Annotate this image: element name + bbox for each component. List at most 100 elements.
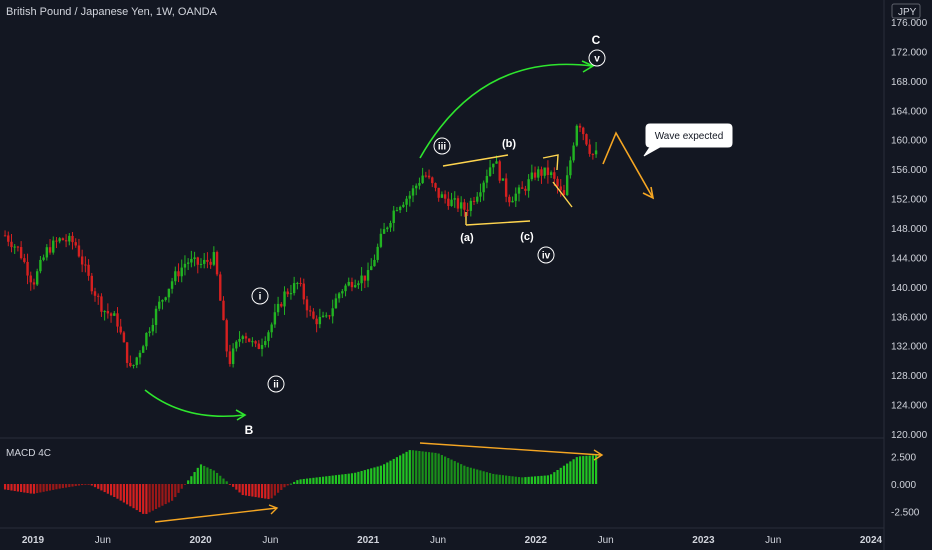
macd-bar	[177, 484, 180, 493]
macd-bar	[553, 472, 556, 484]
macd-bar	[437, 453, 440, 484]
candle-body	[556, 178, 559, 187]
macd-bar	[321, 476, 325, 484]
candle-body	[344, 285, 347, 292]
macd-bar	[366, 469, 370, 484]
macd-bar	[392, 458, 395, 484]
candle-body	[90, 275, 93, 292]
macd-bar	[267, 484, 270, 500]
candle-body	[408, 195, 411, 199]
macd-bar	[196, 467, 199, 484]
candle-body	[238, 338, 241, 342]
candle-body	[366, 270, 370, 281]
candle-body	[472, 200, 476, 202]
macd-bar	[578, 456, 582, 484]
candle-body	[392, 210, 395, 223]
wave-label-iii-circle	[433, 137, 451, 155]
candle-body	[495, 161, 498, 164]
candle-body	[80, 256, 84, 265]
candle-body	[254, 341, 257, 344]
macd-bar	[13, 484, 16, 492]
macd-bar	[318, 477, 321, 484]
candle-body	[594, 150, 598, 155]
macd-bar	[373, 467, 376, 484]
candle-body	[312, 311, 315, 319]
macd-bar	[476, 469, 479, 484]
macd-bar	[411, 450, 415, 484]
candle-body	[453, 198, 456, 200]
macd-bar	[299, 479, 302, 484]
candle-body	[543, 167, 546, 176]
price-axis-tick: 144.000	[891, 253, 928, 264]
candle-body	[132, 364, 135, 366]
macd-bar	[81, 484, 84, 486]
candle-body	[469, 200, 473, 211]
macd-bar	[260, 484, 264, 499]
candle-body	[318, 316, 322, 325]
macd-bar	[363, 470, 366, 484]
candle-body	[231, 348, 235, 364]
candle-body	[309, 310, 312, 312]
candle-body	[443, 194, 447, 199]
candle-body	[398, 206, 402, 211]
macd-bar	[39, 484, 42, 493]
candle-body	[482, 182, 485, 193]
macd-bar	[450, 459, 453, 484]
wave-label-a: (a)	[460, 232, 474, 244]
macd-bar	[562, 465, 566, 484]
candle-body	[514, 193, 517, 201]
candle-body	[74, 242, 77, 246]
macd-bar	[154, 484, 158, 510]
macd-bar	[572, 459, 575, 484]
macd-bar	[533, 476, 537, 484]
candle-body	[212, 252, 216, 265]
time-axis-tick: Jun	[430, 535, 446, 546]
price-axis-tick: 160.000	[891, 136, 928, 147]
macd-bar	[100, 484, 103, 491]
price-axis-tick: 148.000	[891, 224, 928, 235]
macd-bar	[395, 457, 399, 484]
macd-bar	[174, 484, 177, 498]
macd-bar	[286, 484, 289, 486]
macd-bar	[550, 474, 553, 484]
candle-body	[225, 320, 228, 352]
callout-box	[643, 123, 733, 157]
macd-bar	[546, 475, 550, 484]
macd-bar	[32, 484, 36, 494]
time-axis-tick: 2021	[357, 535, 380, 546]
candle-body	[418, 183, 421, 186]
price-axis-tick: 136.000	[891, 312, 928, 323]
candle-body	[244, 336, 248, 339]
candle-body	[524, 188, 527, 191]
divergence-top-line	[419, 442, 602, 456]
macd-bar	[540, 475, 543, 484]
candle-body	[508, 196, 511, 203]
candle-body	[459, 202, 463, 209]
macd-bar	[569, 461, 572, 484]
candle-body	[71, 235, 74, 243]
divergence-top-arrowhead	[593, 449, 604, 461]
macd-bar	[302, 478, 305, 484]
macd-bar	[402, 453, 405, 484]
macd-bar	[170, 484, 174, 501]
chart-title: British Pound / Japanese Yen, 1W, OANDA	[6, 6, 218, 18]
candle-body	[52, 240, 55, 253]
macd-bar	[219, 475, 222, 484]
macd-bar	[360, 470, 363, 484]
flag-upper	[542, 154, 559, 171]
time-axis-tick: 2022	[525, 535, 548, 546]
candle-body	[273, 312, 277, 325]
candle-body	[135, 357, 138, 365]
candle-body	[48, 247, 52, 253]
time-axis-tick: Jun	[262, 535, 278, 546]
candle-body	[283, 291, 286, 307]
candle-body	[337, 293, 341, 299]
macd-bar	[296, 480, 299, 484]
candle-body	[109, 313, 113, 316]
candle-body	[7, 235, 10, 242]
macd-bar	[386, 462, 389, 484]
macd-bar	[305, 478, 309, 484]
price-axis-tick: 124.000	[891, 401, 928, 412]
candle-body	[395, 210, 399, 212]
